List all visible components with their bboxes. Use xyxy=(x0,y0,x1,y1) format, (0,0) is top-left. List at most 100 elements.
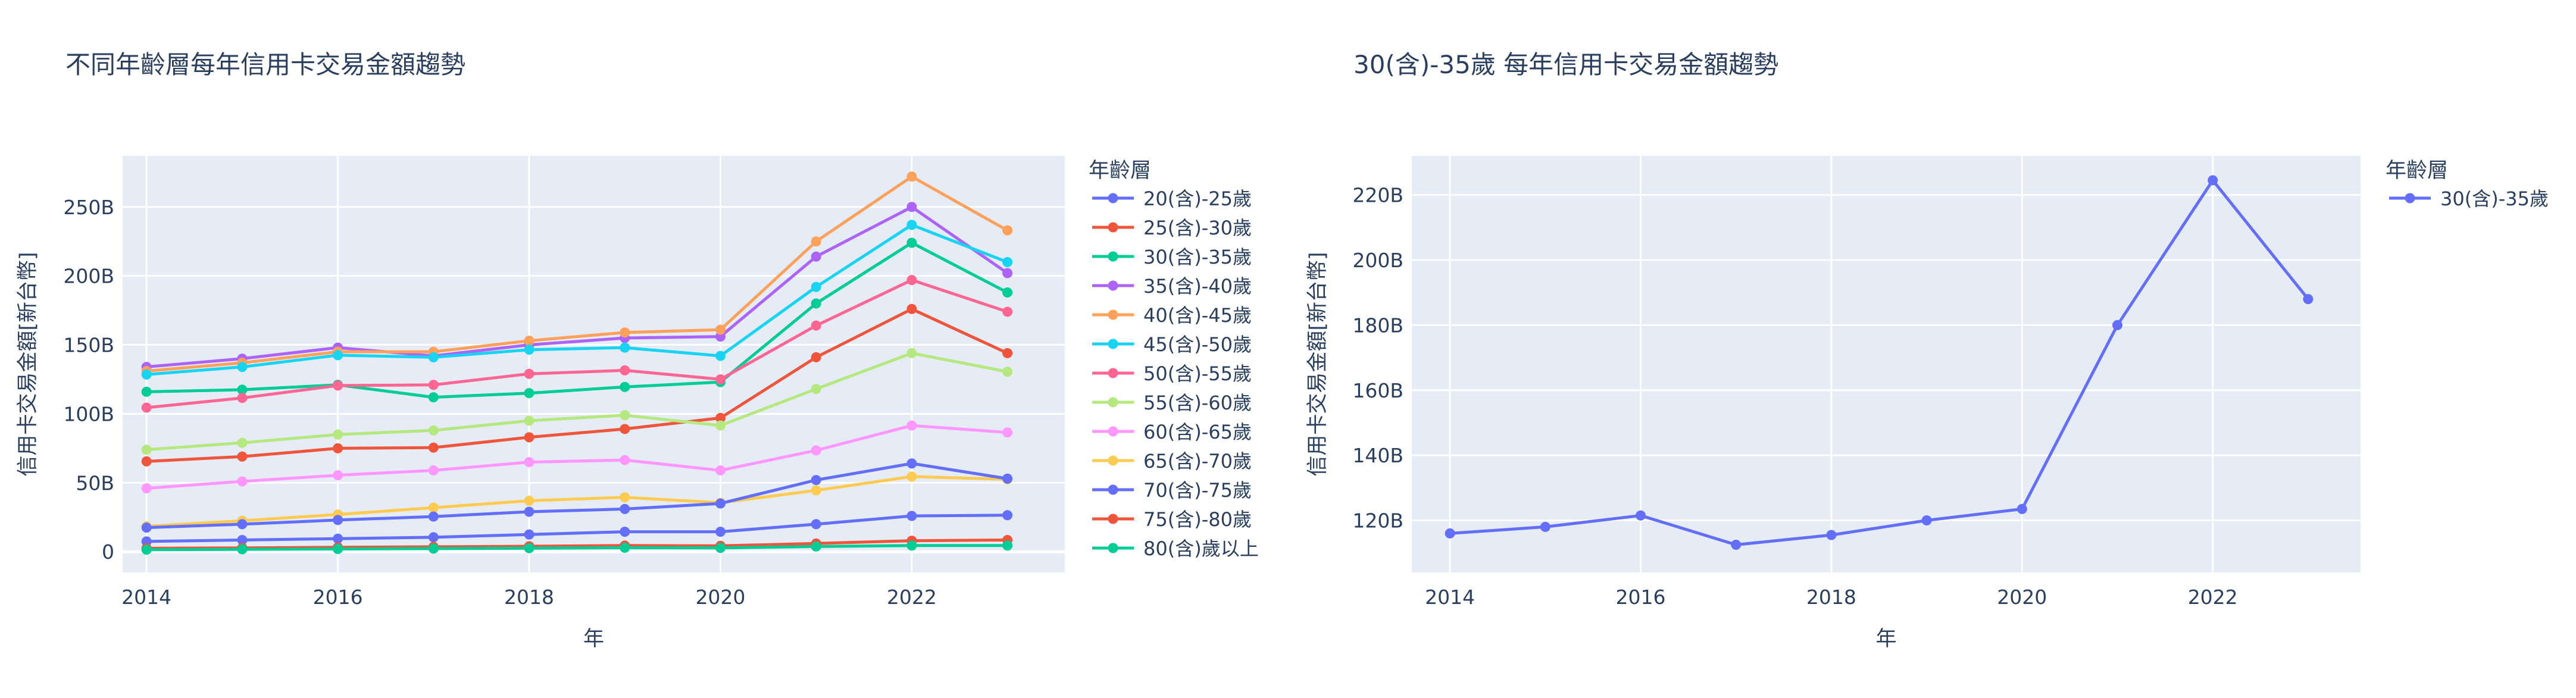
data-point xyxy=(141,402,152,413)
series-line xyxy=(145,205,1009,369)
data-point xyxy=(524,415,534,426)
data-point xyxy=(811,281,821,292)
data-point xyxy=(333,533,343,544)
data-point xyxy=(1002,287,1013,298)
legend-swatch-marker xyxy=(1108,368,1118,378)
data-point xyxy=(811,445,821,456)
y-tick-label: 160B xyxy=(1352,379,1403,402)
data-point xyxy=(237,519,248,530)
y-tick-label: 180B xyxy=(1352,314,1403,337)
series-line xyxy=(145,307,1009,463)
series-line xyxy=(145,278,1009,409)
legend-item: 50(含)-55歲 xyxy=(1092,362,1252,385)
data-point xyxy=(1635,510,1646,521)
data-point xyxy=(237,476,248,487)
data-point xyxy=(428,392,439,403)
y-tick-label: 220B xyxy=(1352,184,1403,207)
data-point xyxy=(620,381,630,392)
x-tick-label: 2016 xyxy=(313,586,363,609)
data-point xyxy=(1921,515,1932,525)
data-point xyxy=(428,352,439,362)
data-point xyxy=(237,544,248,555)
data-point xyxy=(906,348,917,358)
series-group xyxy=(1445,175,2314,550)
data-point xyxy=(906,458,917,469)
data-point xyxy=(715,465,726,475)
data-point xyxy=(811,384,821,395)
data-point xyxy=(906,202,917,212)
data-point xyxy=(237,535,248,546)
data-point xyxy=(333,350,343,361)
legend-item: 25(含)-30歲 xyxy=(1092,217,1252,239)
legend-label: 80(含)歲以上 xyxy=(1143,537,1259,560)
legend-item: 45(含)-50歲 xyxy=(1092,333,1252,356)
data-point xyxy=(428,502,439,513)
x-tick-label: 2022 xyxy=(887,586,937,609)
data-point xyxy=(906,540,917,551)
data-point xyxy=(620,543,630,553)
data-point xyxy=(620,492,630,503)
data-point xyxy=(1002,348,1013,358)
legend-label: 40(含)-45歲 xyxy=(1143,304,1252,327)
series-line xyxy=(145,544,1009,552)
legend: 年齡層 20(含)-25歲 25(含)-30歲 30(含)-35歲 35(含)-40歲 4… xyxy=(1089,159,1259,560)
data-point xyxy=(715,324,726,335)
series-line xyxy=(145,175,1009,373)
plot-background xyxy=(1412,156,2361,572)
legend-item: 30(含)-35歲 xyxy=(1092,246,1252,268)
data-point xyxy=(811,251,821,262)
data-point xyxy=(141,386,152,397)
data-point xyxy=(906,237,917,248)
data-point xyxy=(1445,528,1455,539)
data-point xyxy=(1002,225,1013,236)
data-point xyxy=(524,543,534,553)
data-point xyxy=(141,456,152,467)
x-tick-label: 2020 xyxy=(695,586,745,609)
data-point xyxy=(1002,427,1013,438)
legend-swatch-marker xyxy=(1108,514,1118,524)
data-point xyxy=(333,380,343,391)
legend-swatch-marker xyxy=(1108,543,1118,553)
series-line xyxy=(145,462,1009,530)
legend-swatch-marker xyxy=(1108,251,1118,262)
data-point xyxy=(237,384,248,395)
data-point xyxy=(620,455,630,465)
data-point xyxy=(141,445,152,455)
data-point xyxy=(524,432,534,443)
y-tick-label: 100B xyxy=(63,402,114,425)
data-point xyxy=(1002,256,1013,267)
legend: 年齡層 30(含)-35歲 xyxy=(2386,159,2549,210)
data-point xyxy=(333,443,343,453)
data-point xyxy=(1002,367,1013,377)
legend-label: 20(含)-25歲 xyxy=(1143,187,1252,210)
legend-swatch-marker xyxy=(1108,339,1118,349)
y-tick-label: 200B xyxy=(1352,249,1403,272)
legend-swatch-marker xyxy=(1108,309,1118,320)
series-line xyxy=(1448,179,2310,546)
x-tick-label: 2018 xyxy=(504,586,554,609)
data-point xyxy=(906,471,917,482)
x-tick-label: 2018 xyxy=(1806,586,1856,609)
legend-swatch-marker xyxy=(1108,455,1118,466)
data-point xyxy=(811,541,821,552)
data-point xyxy=(906,220,917,230)
data-point xyxy=(524,368,534,379)
chart-title: 30(含)-35歲 每年信用卡交易金額趨勢 xyxy=(1353,50,1778,79)
data-point xyxy=(237,393,248,403)
data-point xyxy=(811,475,821,486)
data-point xyxy=(811,485,821,496)
legend-swatch-marker xyxy=(1108,222,1118,233)
data-point xyxy=(428,465,439,475)
series-line xyxy=(145,424,1009,490)
legend-swatch-marker xyxy=(1108,193,1118,204)
data-point xyxy=(811,298,821,309)
legend-swatch-marker xyxy=(1108,426,1118,437)
data-point xyxy=(333,544,343,555)
data-point xyxy=(906,275,917,286)
legend-label: 70(含)-75歲 xyxy=(1143,479,1252,502)
x-tick-label: 2014 xyxy=(121,586,171,609)
data-point xyxy=(524,506,534,517)
data-point xyxy=(715,543,726,553)
